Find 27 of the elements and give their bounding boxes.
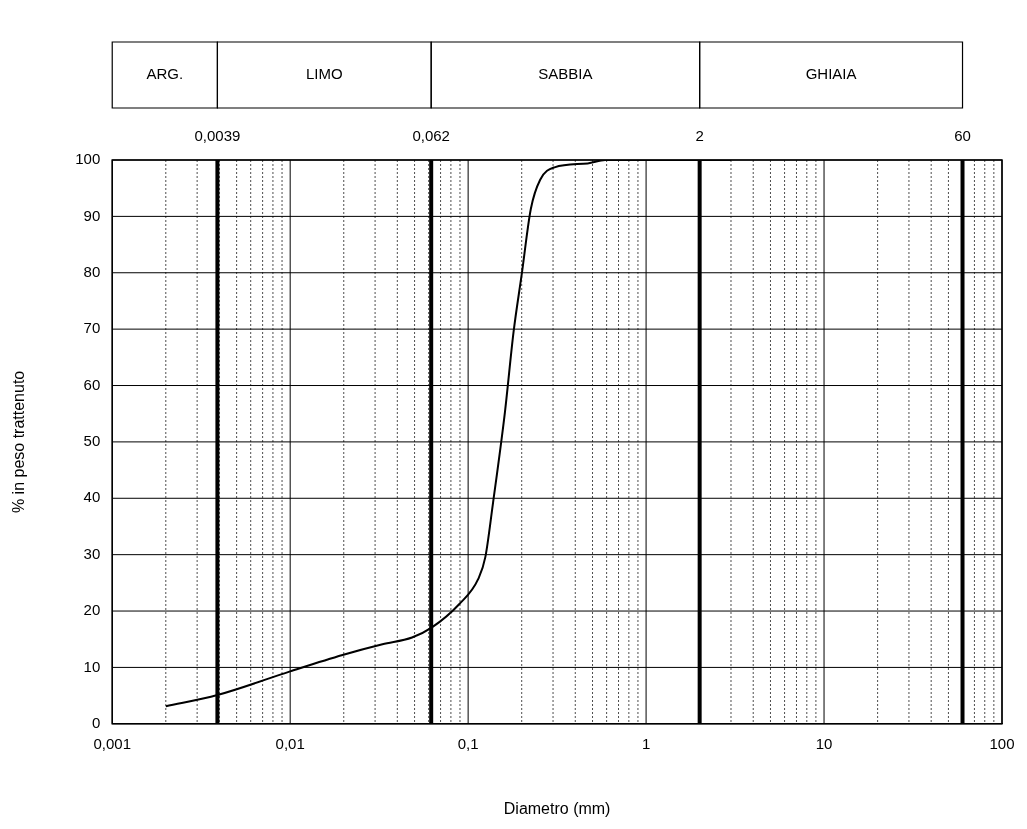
y-tick-label: 80 xyxy=(83,262,101,280)
text: SABBIA xyxy=(538,65,593,83)
y-tick-label: 0 xyxy=(91,713,101,731)
y-tick-label: 90 xyxy=(83,206,101,224)
x-tick-label: 1 xyxy=(641,734,651,752)
x-tick-label: 0,1 xyxy=(457,734,479,752)
x-tick-label: 100 xyxy=(989,734,1015,752)
text: ARG. xyxy=(146,65,184,83)
y-tick-label: 100 xyxy=(75,150,101,168)
ref-line-label: 0,062 xyxy=(412,126,450,144)
y-tick-label: 50 xyxy=(83,432,101,450)
y-axis-title: % in peso trattenuto xyxy=(10,370,28,514)
y-tick-label: 40 xyxy=(83,488,101,506)
text: GHIAIA xyxy=(805,65,857,83)
x-tick-label: 10 xyxy=(815,734,833,752)
x-tick-label: 0,01 xyxy=(275,734,305,752)
text: LIMO xyxy=(305,65,343,83)
y-tick-label: 30 xyxy=(83,544,101,562)
y-tick-label: 70 xyxy=(83,319,101,337)
x-tick-label: 0,001 xyxy=(93,734,131,752)
y-tick-label: 20 xyxy=(83,601,101,619)
ref-line-label: 0,0039 xyxy=(194,126,241,144)
y-tick-label: 10 xyxy=(83,657,101,675)
y-tick-label: 60 xyxy=(83,375,101,393)
ref-line-label: 2 xyxy=(695,126,704,144)
x-axis-title: Diametro (mm) xyxy=(503,799,611,817)
ref-line-label: 60 xyxy=(954,126,971,144)
